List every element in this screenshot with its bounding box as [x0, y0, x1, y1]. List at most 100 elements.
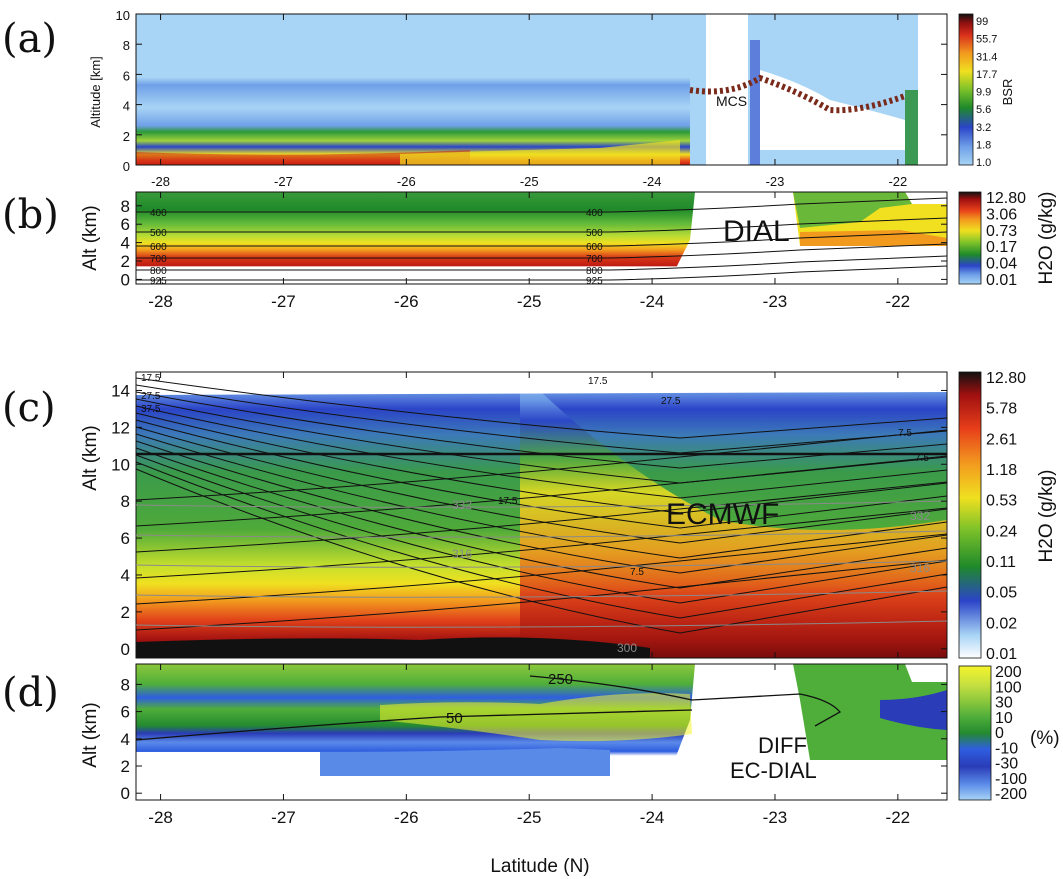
colorbar-tick-label: 12.80	[986, 370, 1026, 387]
y-tick-label: 8	[121, 675, 130, 694]
colorbar-tick-label: -200	[995, 786, 1027, 803]
panel-b-letter: (b)	[2, 192, 59, 238]
panel-a-annotation-mcs: MCS	[716, 93, 747, 109]
colorbar-tick-label: 12.80	[986, 190, 1026, 207]
panel-c-letter: (c)	[2, 385, 56, 431]
wind-contour	[135, 468, 948, 634]
pressure-contour-label: 500	[586, 228, 603, 239]
pressure-contour-label: 925	[586, 276, 603, 287]
pressure-contour-label: 800	[150, 266, 167, 277]
panel-a-colorbar-ticks: 1.0 1.8 3.2 5.6 9.9 17.7 31.4 55.7 99	[976, 16, 997, 169]
colorbar-tick-label: 0.04	[986, 256, 1017, 273]
colorbar-tick-label: -30	[995, 756, 1018, 773]
y-tick-label: 2	[121, 757, 130, 776]
wind-contour	[135, 398, 948, 484]
colorbar-tick-label: 3.06	[986, 206, 1017, 223]
panel-c-colorbar-label: H2O (g/kg)	[1036, 470, 1057, 563]
panel-a-nodata	[918, 14, 947, 165]
wind-contour-label: 7.5	[630, 567, 644, 578]
wind-contour	[135, 461, 948, 619]
wind-contour-label: 17.5	[141, 373, 161, 384]
colorbar-tick-label: 1.18	[986, 462, 1017, 479]
wind-contour	[135, 447, 948, 589]
wind-contour	[135, 481, 948, 553]
theta-contour-label: 332	[452, 498, 472, 512]
diff-contour	[135, 709, 693, 741]
colorbar-tick-label: 99	[976, 16, 988, 28]
y-tick-label: 4	[123, 99, 130, 114]
pressure-contour	[136, 255, 948, 271]
y-tick-label: 12	[111, 418, 130, 437]
y-tick-label: 8	[121, 492, 130, 511]
y-tick-label: 14	[111, 381, 130, 400]
pressure-contour-label: 925	[150, 276, 167, 287]
y-tick-label: 4	[121, 234, 130, 253]
pressure-contour	[136, 197, 948, 213]
panel-d-ylabel: Alt (km)	[80, 702, 101, 767]
theta-contour-label: 300	[617, 641, 637, 655]
panel-d-xlabel: Latitude (N)	[490, 856, 589, 877]
colorbar-tick-label: 9.9	[976, 87, 991, 99]
wind-contour-label: 17.5	[498, 496, 518, 507]
y-tick-label: 6	[121, 215, 130, 234]
colorbar-tick-label: 1.8	[976, 139, 991, 151]
colorbar-tick-label: 55.7	[976, 34, 997, 46]
colorbar-tick-label: 30	[995, 695, 1013, 712]
panel-d-negative-low	[320, 748, 610, 776]
wind-contour	[135, 433, 948, 559]
wind-contour-label: 37.5	[141, 404, 161, 415]
colorbar-tick-label: -10	[995, 740, 1018, 757]
theta-contour	[135, 500, 948, 508]
y-tick-label: 0	[123, 159, 130, 174]
pressure-contour	[136, 243, 948, 259]
colorbar-tick-label: 5.6	[976, 104, 991, 116]
y-tick-label: 8	[121, 197, 130, 216]
wind-contour	[135, 426, 948, 544]
panel-b-annotation-dial: DIAL	[723, 215, 790, 248]
panel-a-yticks: 0 2 4 6 8 10	[116, 8, 947, 174]
wind-contour	[135, 429, 948, 501]
wind-contour	[135, 419, 948, 529]
panel-a-surface-layer	[136, 150, 470, 165]
panel-d-xticks: -28 -27 -26 -25 -24 -23 -22	[148, 664, 910, 827]
wind-contour	[135, 384, 948, 454]
diff-contour-label: 250	[548, 671, 573, 688]
wind-contour	[135, 454, 948, 604]
x-tick-label: -22	[888, 174, 907, 189]
y-tick-label: 2	[121, 252, 130, 271]
theta-contour	[135, 620, 948, 628]
panel-c-surface-dark	[136, 637, 650, 658]
x-tick-label: -27	[271, 292, 296, 311]
panel-a-colorbar	[958, 13, 974, 166]
panel-c-upper-dry	[136, 372, 947, 395]
wind-contour	[135, 405, 948, 499]
colorbar-tick-label: 200	[995, 664, 1022, 681]
x-tick-label: -24	[640, 808, 665, 827]
wind-contour	[135, 377, 948, 439]
colorbar-tick-label: 17.7	[976, 69, 997, 81]
panel-a-cloud-streak	[750, 40, 760, 165]
y-tick-label: 0	[121, 784, 130, 803]
colorbar-tick-label: 0.53	[986, 493, 1017, 510]
x-tick-label: -25	[520, 174, 539, 189]
y-tick-label: 0	[121, 270, 130, 289]
panel-a-frame	[135, 13, 948, 166]
panel-d: (d) Alt (km) 250 50 DIFF EC-DIAL 0 2 4 6 8 -2…	[2, 663, 1060, 877]
pressure-contour	[136, 217, 948, 233]
panel-c-colorbar	[958, 371, 982, 659]
colorbar-tick-label: 10	[995, 710, 1013, 727]
colorbar-tick-label: 0.01	[986, 646, 1017, 663]
x-tick-label: -23	[763, 808, 788, 827]
colorbar-tick-label: 0	[995, 725, 1004, 742]
panel-a-colorbar-label: BSR	[1000, 79, 1015, 106]
x-tick-label: -28	[151, 174, 170, 189]
panel-a-letter: (a)	[2, 16, 57, 62]
y-tick-label: 4	[121, 730, 130, 749]
panel-b-frame	[135, 191, 948, 285]
x-tick-label: -26	[397, 174, 416, 189]
colorbar-tick-label: 0.05	[986, 585, 1017, 602]
x-tick-label: -22	[886, 808, 911, 827]
